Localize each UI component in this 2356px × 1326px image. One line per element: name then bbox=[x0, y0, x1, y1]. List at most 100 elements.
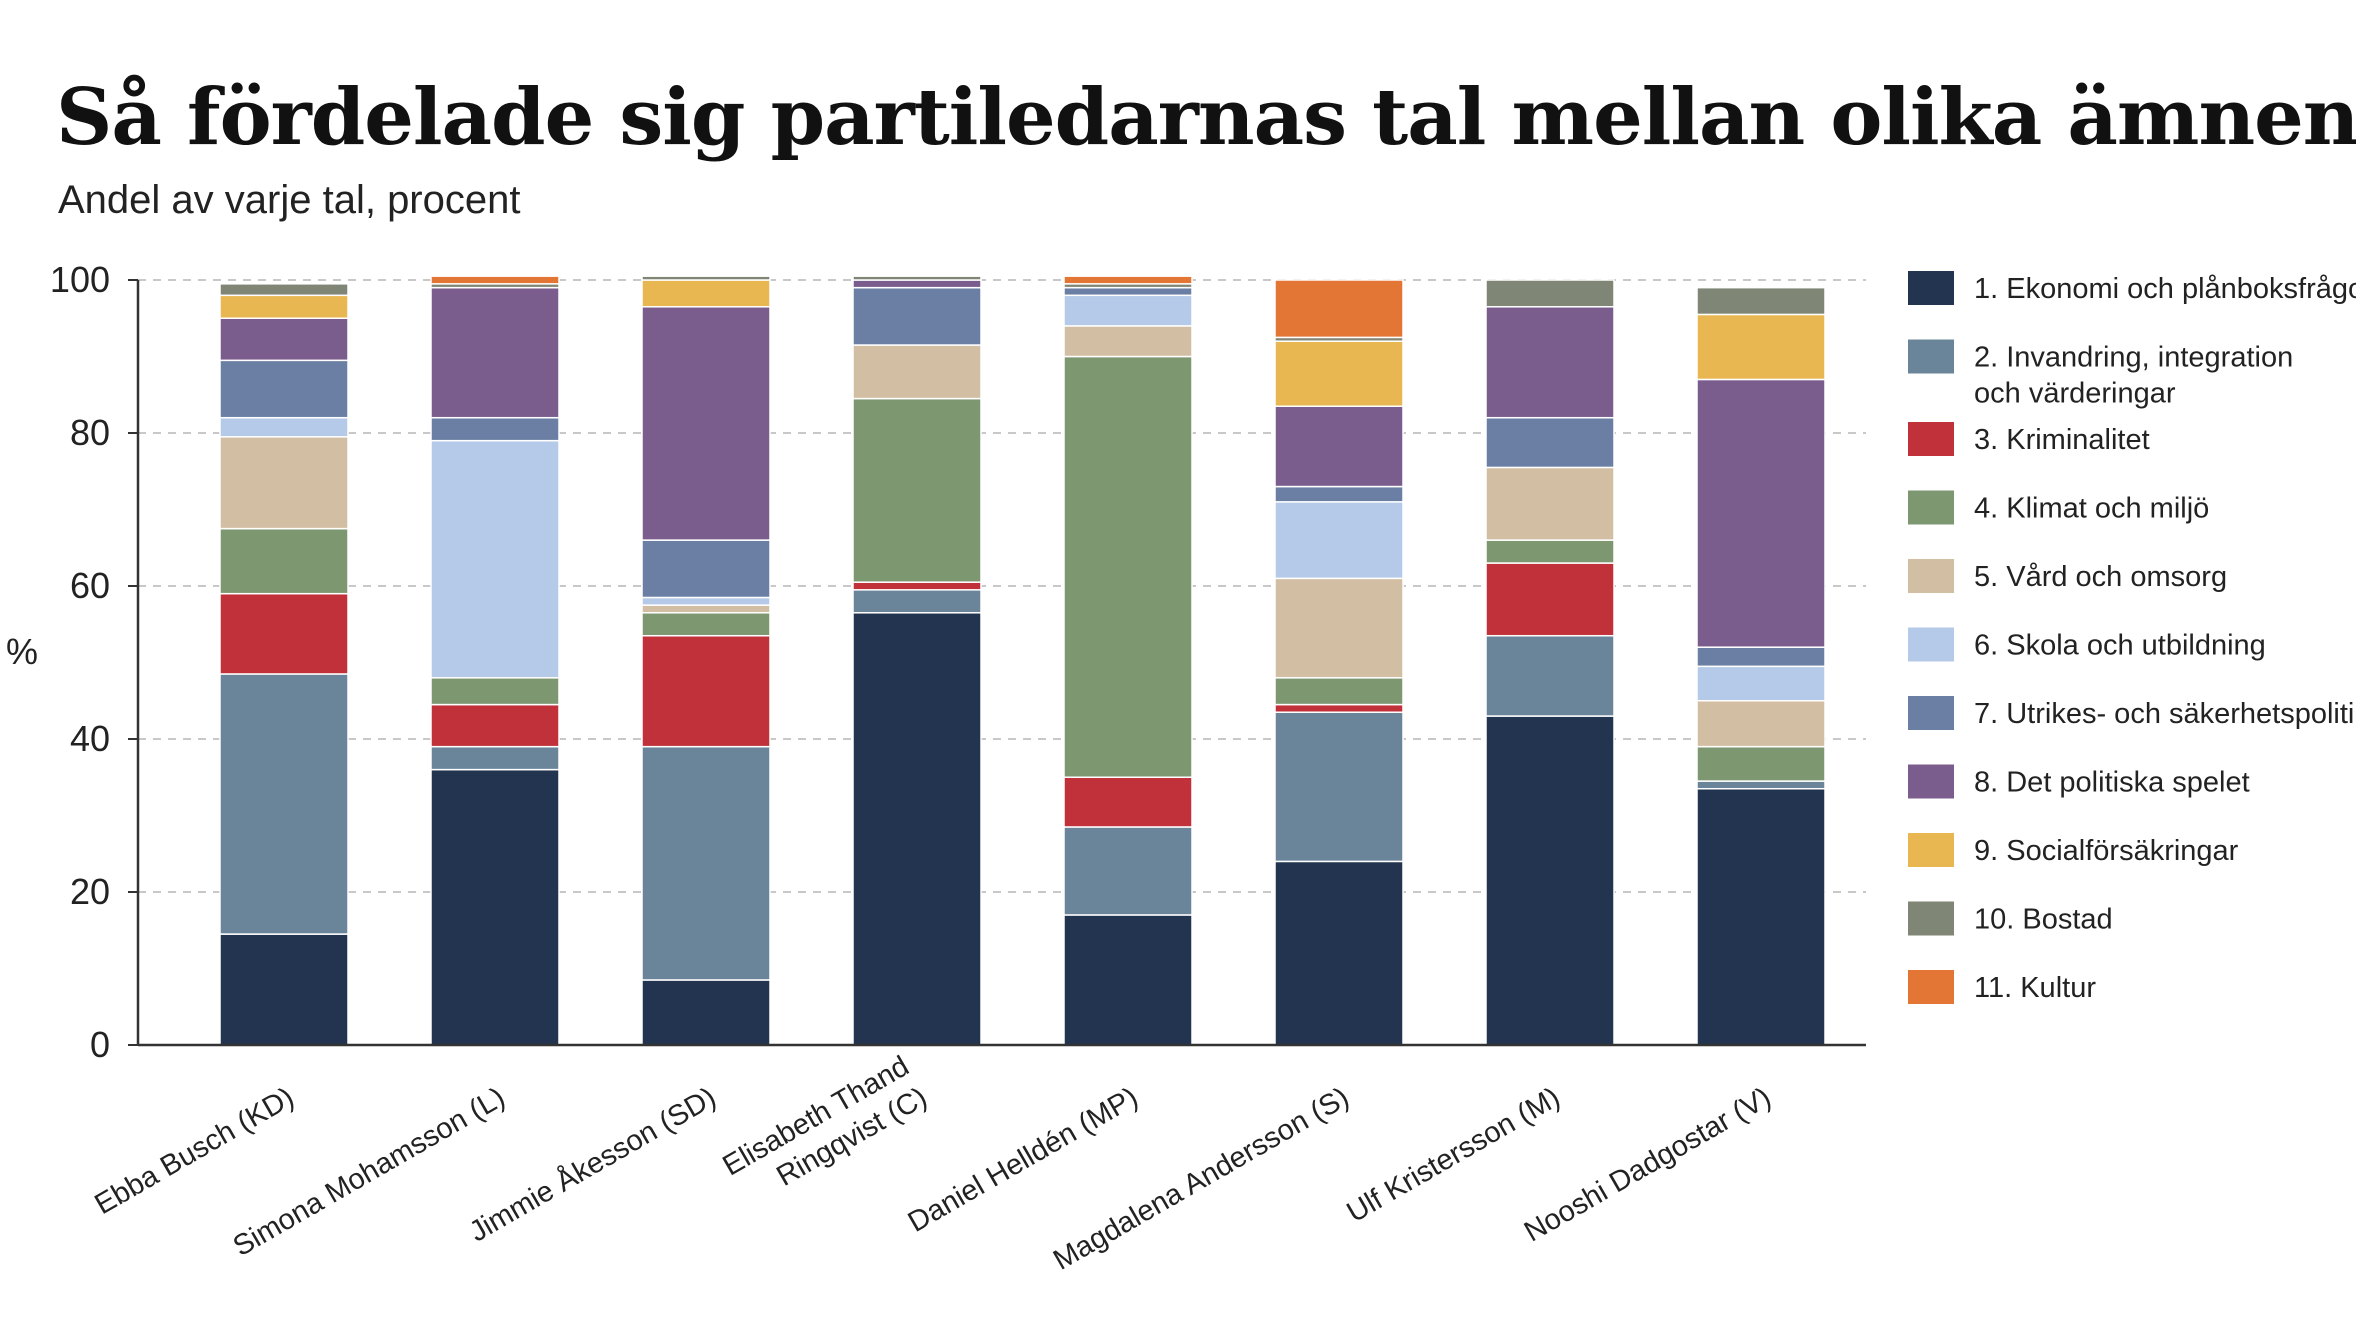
bar-segment bbox=[641, 306, 771, 541]
legend-label: 8. Det politiska spelet bbox=[1974, 767, 2250, 799]
y-tick-label: 60 bbox=[70, 565, 110, 606]
bar-segment bbox=[219, 317, 349, 362]
bar-segment bbox=[1696, 700, 1826, 748]
bar-segment bbox=[1274, 501, 1404, 580]
bar-segment bbox=[430, 275, 560, 285]
bar-segment bbox=[641, 745, 771, 981]
legend-label: 3. Kriminalitet bbox=[1974, 424, 2150, 456]
legend-label: 7. Utrikes- och säkerhetspolitik bbox=[1974, 698, 2356, 730]
x-tick-label: Ulf Kristersson (M) bbox=[1342, 1081, 1566, 1229]
bar-segment bbox=[1274, 577, 1404, 679]
bar-segment bbox=[1485, 562, 1615, 637]
legend: 1. Ekonomi och plånboksfrågor 2. Invandri… bbox=[1908, 271, 2356, 1004]
bar-stack bbox=[641, 275, 771, 1046]
bar-segment bbox=[1274, 340, 1404, 407]
y-tick-label: 20 bbox=[70, 871, 110, 912]
legend-swatch bbox=[1908, 764, 1954, 799]
bar-segment bbox=[1063, 776, 1193, 828]
bar-segment bbox=[641, 634, 771, 748]
bar-segment bbox=[1274, 405, 1404, 488]
bar-segment bbox=[219, 527, 349, 595]
bar-segment bbox=[852, 275, 982, 281]
bar-segment bbox=[1696, 646, 1826, 668]
legend-swatch bbox=[1908, 339, 1954, 374]
bar-segment bbox=[1063, 275, 1193, 285]
bar-stack bbox=[1696, 286, 1826, 1046]
bar-segment bbox=[852, 581, 982, 591]
bar-segment bbox=[1696, 787, 1826, 1046]
bar-segment bbox=[1274, 485, 1404, 503]
bar-segment bbox=[1063, 914, 1193, 1046]
axes: 0 20 40 60 80 100% bbox=[6, 259, 1866, 1065]
bar-segment bbox=[641, 279, 771, 308]
y-tick-label: 40 bbox=[70, 718, 110, 759]
bar-segment bbox=[1696, 313, 1826, 381]
bar-segment bbox=[219, 592, 349, 675]
bar-segment bbox=[852, 589, 982, 614]
bar-stack bbox=[219, 283, 349, 1046]
bar-stack bbox=[1063, 275, 1193, 1046]
bar-segment bbox=[1485, 306, 1615, 419]
bar-segment bbox=[1485, 279, 1615, 308]
bar-segment bbox=[1485, 634, 1615, 717]
bar-segment bbox=[641, 979, 771, 1046]
bar-segment bbox=[1696, 286, 1826, 316]
x-tick-label: Ebba Busch (KD) bbox=[89, 1081, 299, 1221]
bar-segment bbox=[1274, 279, 1404, 339]
chart-subtitle: Andel av varje tal, procent bbox=[58, 178, 521, 222]
bar-segment bbox=[1485, 416, 1615, 469]
bar-segment bbox=[219, 933, 349, 1046]
bar-segment bbox=[430, 703, 560, 748]
bar-segment bbox=[1485, 715, 1615, 1046]
legend-label: 1. Ekonomi och plånboksfrågor bbox=[1974, 273, 2356, 305]
bar-segment bbox=[430, 416, 560, 442]
bar-segment bbox=[852, 286, 982, 346]
legend-label: 4. Klimat och miljö bbox=[1974, 493, 2209, 525]
legend-swatch bbox=[1908, 696, 1954, 730]
y-tick-label: 100 bbox=[50, 259, 110, 300]
bar-segment bbox=[430, 745, 560, 771]
bar-stack bbox=[430, 275, 560, 1046]
x-tick-labels: Ebba Busch (KD)Simona Mohamsson (L)Jimmi… bbox=[89, 1050, 1776, 1277]
bar-segment bbox=[430, 768, 560, 1046]
legend-label: 5. Vård och omsorg bbox=[1974, 561, 2227, 593]
bar-segment bbox=[1063, 286, 1193, 297]
bar-segment bbox=[1063, 355, 1193, 778]
y-tick-label: 0 bbox=[90, 1024, 110, 1065]
legend-swatch bbox=[1908, 490, 1954, 525]
bar-segment bbox=[430, 677, 560, 706]
bar-segment bbox=[1696, 665, 1826, 702]
y-tick-label: 80 bbox=[70, 412, 110, 453]
bar-segment bbox=[1063, 826, 1193, 916]
bar-segment bbox=[1274, 677, 1404, 706]
bar-segment bbox=[1696, 780, 1826, 790]
bar-segment bbox=[1274, 711, 1404, 863]
bar-stack bbox=[1485, 279, 1615, 1046]
bar-segment bbox=[219, 416, 349, 438]
legend-swatch bbox=[1908, 833, 1954, 867]
bar-segment bbox=[641, 539, 771, 599]
bar-segment bbox=[641, 612, 771, 637]
legend-swatch bbox=[1908, 627, 1954, 662]
chart-title: Så fördelade sig partiledarnas tal mella… bbox=[56, 72, 2356, 163]
bar-segment bbox=[219, 436, 349, 530]
bar-segment bbox=[641, 596, 771, 606]
bar-segment bbox=[1485, 466, 1615, 541]
legend-label: 11. Kultur bbox=[1974, 972, 2096, 1004]
bars bbox=[219, 275, 1826, 1046]
legend-swatch bbox=[1908, 970, 1954, 1004]
bar-segment bbox=[1485, 539, 1615, 564]
y-axis-label: % bbox=[6, 631, 38, 672]
legend-swatch bbox=[1908, 271, 1954, 305]
bar-segment bbox=[219, 673, 349, 935]
bar-segment bbox=[1063, 325, 1193, 358]
legend-swatch bbox=[1908, 559, 1954, 593]
bar-segment bbox=[641, 275, 771, 281]
bar-stack bbox=[852, 275, 982, 1046]
bar-stack bbox=[1274, 279, 1404, 1046]
legend-label: 9. Socialförsäkringar bbox=[1974, 835, 2239, 867]
legend-label: 2. Invandring, integration och värderinga… bbox=[1974, 342, 2293, 410]
x-tick-label: Elisabeth ThandRingqvist (C) bbox=[717, 1050, 932, 1213]
legend-label: 10. Bostad bbox=[1974, 904, 2113, 936]
